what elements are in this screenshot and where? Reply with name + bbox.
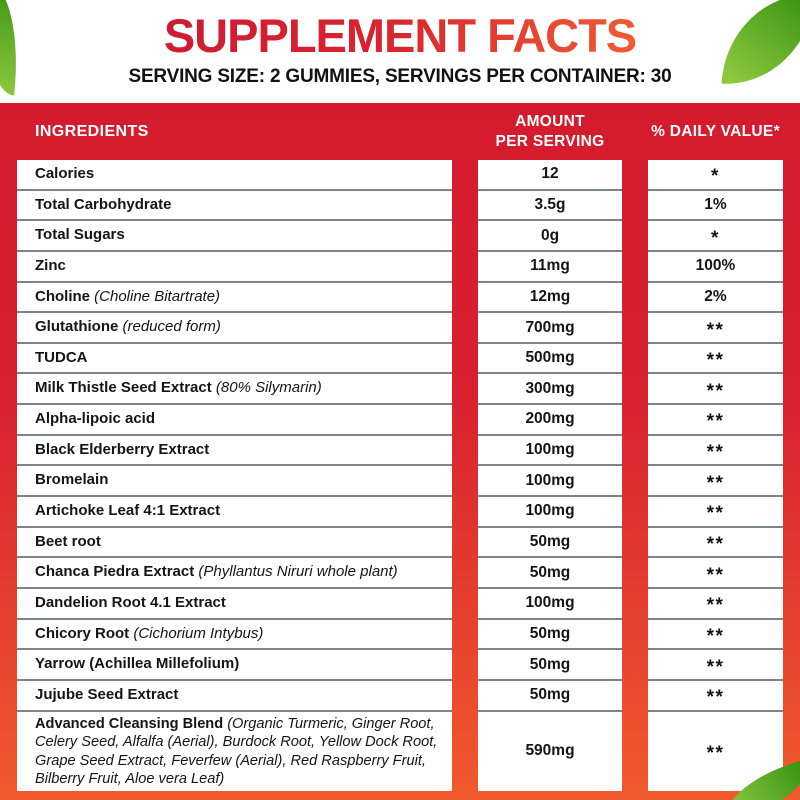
ingredient-name: Total Carbohydrate	[35, 195, 172, 213]
daily-value-cell: **	[648, 497, 783, 528]
amount-cell: 50mg	[478, 558, 622, 589]
daily-value-cell: 1%	[648, 190, 783, 222]
amount-header-line2: PER SERVING	[495, 132, 605, 150]
serving-size-line: SERVING SIZE: 2 GUMMIES, SERVINGS PER CO…	[128, 66, 672, 87]
ingredient-cell: Yarrow (Achillea Millefolium)	[17, 650, 452, 681]
ingredient-cell: Dandelion Root 4.1 Extract	[17, 588, 452, 620]
page-title: SUPPLEMENT FACTS	[163, 9, 637, 62]
amount-cell: 700mg	[478, 313, 622, 344]
amount-cell: 11mg	[478, 251, 622, 283]
amount-cell: 200mg	[478, 405, 622, 436]
amount-per-serving-column-header: AMOUNT PER SERVING	[478, 112, 622, 152]
ingredient-name: Beet root	[35, 532, 101, 550]
ingredient-name: Choline	[35, 287, 90, 305]
ingredient-name: Chicory Root	[35, 624, 130, 642]
amount-cell: 100mg	[478, 497, 622, 528]
ingredient-cell: TUDCA	[17, 343, 452, 375]
ingredient-name: Milk Thistle Seed Extract	[35, 379, 212, 397]
daily-value-cell: **	[648, 588, 783, 620]
amount-cell: 3.5g	[478, 190, 622, 222]
ingredient-cell: Artichoke Leaf 4:1 Extract	[17, 497, 452, 528]
ingredient-cell: Glutathione (reduced form)	[17, 313, 452, 344]
daily-value-cell: **	[648, 650, 783, 681]
ingredient-note: (Organic Turmeric, Ginger Root, Celery S…	[35, 715, 438, 788]
amount-cell: 50mg	[478, 650, 622, 681]
amount-cell: 50mg	[478, 680, 622, 712]
ingredient-cell: Advanced Cleansing Blend (Organic Turmer…	[17, 711, 452, 791]
amount-cell: 50mg	[478, 527, 622, 559]
ingredient-name: Artichoke Leaf 4:1 Extract	[35, 502, 221, 520]
daily-value-cell: **	[648, 343, 783, 375]
daily-value-cell: **	[648, 405, 783, 436]
ingredient-cell: Jujube Seed Extract	[17, 680, 452, 712]
daily-value-cell: 2%	[648, 282, 783, 314]
table-header-row: INGREDIENTS AMOUNT PER SERVING % DAILY V…	[17, 103, 783, 160]
amount-cell: 12	[478, 160, 622, 191]
facts-panel: INGREDIENTS AMOUNT PER SERVING % DAILY V…	[0, 103, 800, 800]
ingredient-cell: Chanca Piedra Extract (Phyllantus Niruri…	[17, 558, 452, 589]
ingredient-note: (Cichorium Intybus)	[129, 624, 264, 642]
ingredient-name: Black Elderberry Extract	[35, 440, 210, 458]
daily-value-cell: **	[648, 466, 783, 498]
amount-cell: 12mg	[478, 282, 622, 314]
daily-value-cell: **	[648, 527, 783, 559]
daily-value-cell: **	[648, 558, 783, 589]
ingredient-cell: Zinc	[17, 251, 452, 283]
ingredient-note: (reduced form)	[118, 318, 221, 336]
ingredient-name: Alpha-lipoic acid	[35, 410, 156, 428]
daily-value-cell: **	[648, 313, 783, 344]
ingredient-name: Yarrow (Achillea Millefolium)	[35, 655, 240, 673]
amount-cell: 100mg	[478, 466, 622, 498]
amount-header-line1: AMOUNT	[515, 112, 585, 130]
ingredient-cell: Choline (Choline Bitartrate)	[17, 282, 452, 314]
ingredient-note: (Phyllantus Niruri whole plant)	[194, 563, 398, 581]
ingredient-cell: Bromelain	[17, 466, 452, 498]
ingredient-name: Zinc	[35, 256, 66, 274]
daily-value-cell: **	[648, 680, 783, 712]
ingredient-name: Chanca Piedra Extract	[35, 563, 195, 581]
ingredient-cell: Chicory Root (Cichorium Intybus)	[17, 619, 452, 651]
ingredient-name: Dandelion Root 4.1 Extract	[35, 593, 226, 611]
ingredient-note: (Choline Bitartrate)	[90, 287, 221, 305]
ingredient-cell: Milk Thistle Seed Extract (80% Silymarin…	[17, 374, 452, 406]
daily-value-cell: *	[648, 160, 783, 191]
amount-cell: 50mg	[478, 619, 622, 651]
daily-value-column-header: % DAILY VALUE*	[651, 122, 780, 140]
daily-value-cell: **	[648, 374, 783, 406]
ingredient-cell: Black Elderberry Extract	[17, 435, 452, 467]
amount-cell: 100mg	[478, 588, 622, 620]
amount-cell: 0g	[478, 221, 622, 252]
ingredient-name: Glutathione	[35, 318, 119, 336]
ingredient-name: Jujube Seed Extract	[35, 685, 179, 703]
ingredient-name: Bromelain	[35, 471, 109, 489]
ingredient-cell: Beet root	[17, 527, 452, 559]
ingredient-cell: Calories	[17, 160, 452, 191]
daily-value-cell: **	[648, 619, 783, 651]
daily-value-cell: **	[648, 435, 783, 467]
daily-value-cell: *	[648, 221, 783, 252]
ingredient-cell: Total Carbohydrate	[17, 190, 452, 222]
amount-cell: 100mg	[478, 435, 622, 467]
table-body: Calories 12 * Total Carbohydrate 3.5g 1% Total…	[17, 160, 783, 791]
ingredients-column-header: INGREDIENTS	[35, 122, 149, 140]
ingredient-cell: Alpha-lipoic acid	[17, 405, 452, 436]
ingredient-note: (80% Silymarin)	[211, 379, 322, 397]
daily-value-cell: 100%	[648, 251, 783, 283]
amount-cell: 500mg	[478, 343, 622, 375]
ingredient-name: Advanced Cleansing Blend	[35, 715, 224, 732]
amount-cell: 590mg	[478, 711, 622, 791]
ingredient-cell: Total Sugars	[17, 221, 452, 252]
ingredient-name: TUDCA	[35, 348, 88, 366]
ingredient-name: Calories	[35, 165, 95, 182]
ingredient-name: Total Sugars	[35, 226, 125, 244]
amount-cell: 300mg	[478, 374, 622, 406]
label-header: SUPPLEMENT FACTS SERVING SIZE: 2 GUMMIES…	[0, 0, 800, 103]
